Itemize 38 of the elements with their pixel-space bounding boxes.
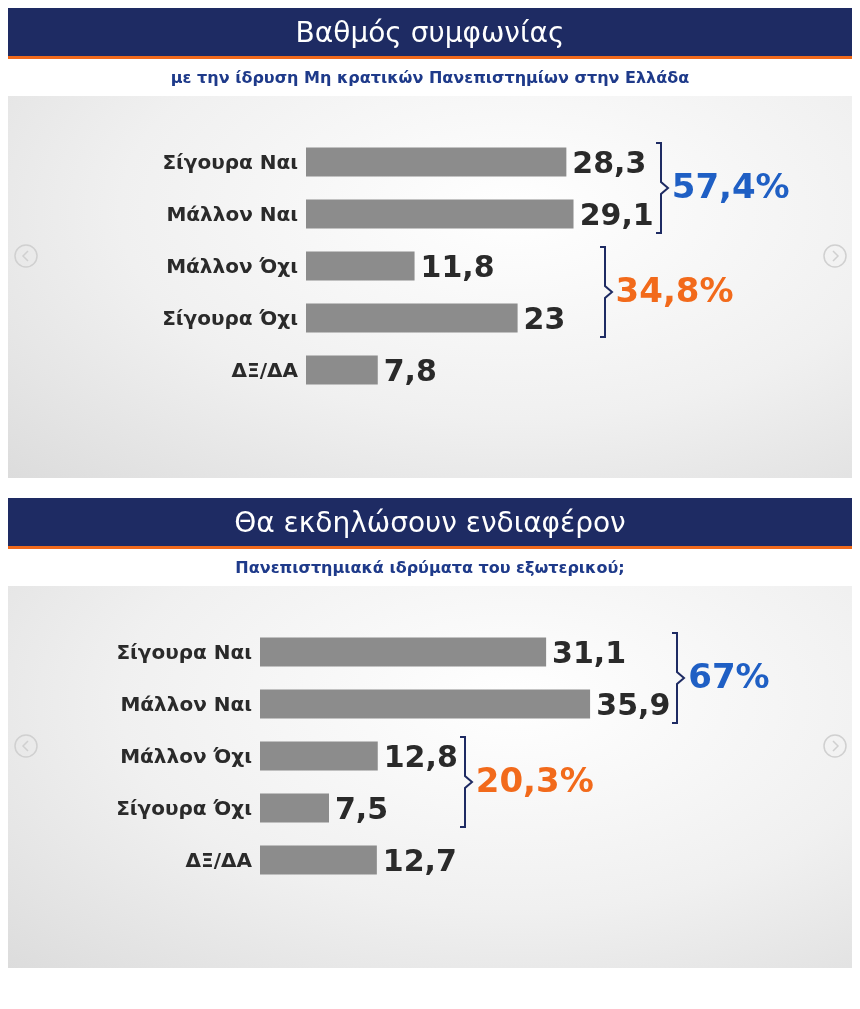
bar xyxy=(260,689,591,719)
data-label: 7,8 xyxy=(383,352,437,388)
data-label: 12,8 xyxy=(383,738,458,774)
y-tick-label: Σίγουρα Ναι xyxy=(116,640,252,665)
data-label: 23 xyxy=(523,300,566,336)
data-label: 11,8 xyxy=(420,248,495,284)
data-label: 29,1 xyxy=(579,196,654,232)
y-tick-label: Μάλλον Ναι xyxy=(166,202,298,227)
text: 34,8% xyxy=(615,270,734,310)
bar xyxy=(306,147,567,177)
chart-subtitle: με την ίδρυση Μη κρατικών Πανεπιστημίων στην Ελλάδα xyxy=(169,66,691,89)
y-tick-label: Σίγουρα Όχι xyxy=(116,796,252,821)
data-label: 7,5 xyxy=(335,790,389,826)
data-label: 31,1 xyxy=(552,634,627,670)
y-tick-label: Μάλλον Όχι xyxy=(120,744,252,769)
bar xyxy=(306,199,574,229)
annotation: 20,3% xyxy=(475,760,594,800)
bar xyxy=(260,637,547,667)
y-tick-label: Σίγουρα Όχι xyxy=(162,306,298,331)
chart-title: Θα εκδηλώσουν ενδιαφέρον xyxy=(8,498,852,546)
y-tick-label: Μάλλον Όχι xyxy=(166,254,298,279)
bar xyxy=(260,845,377,875)
y-tick-label: Σίγουρα Ναι xyxy=(162,150,298,175)
data-label: 12,7 xyxy=(382,842,457,878)
text: 67% xyxy=(688,656,770,696)
y-tick-label: ΔΞ/ΔΑ xyxy=(185,848,253,873)
bar xyxy=(260,741,378,771)
y-tick-label: Μάλλον Ναι xyxy=(120,692,252,717)
bar xyxy=(306,303,518,333)
bar xyxy=(306,251,415,281)
bar xyxy=(260,793,329,823)
data-label: 35,9 xyxy=(596,686,671,722)
text: 57,4% xyxy=(671,166,790,206)
bar xyxy=(306,355,378,385)
y-tick-label: ΔΞ/ΔΑ xyxy=(231,358,299,383)
data-label: 28,3 xyxy=(572,144,647,180)
chart-subtitle: Πανεπιστημιακά ιδρύματα του εξωτερικού; xyxy=(234,556,626,579)
chart-title: Βαθμός συμφωνίας xyxy=(8,8,852,56)
